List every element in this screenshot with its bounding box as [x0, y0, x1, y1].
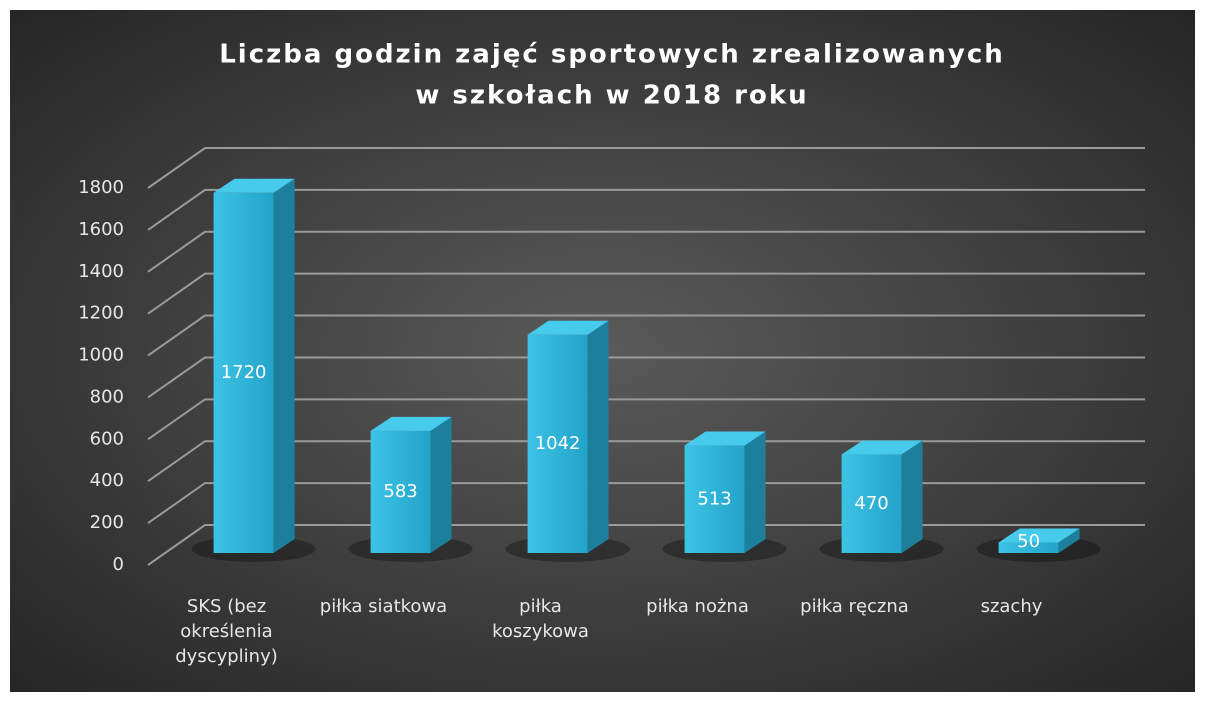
value-label: 1042: [535, 433, 581, 454]
value-label: 513: [697, 488, 731, 509]
y-tick-label: 800: [90, 386, 124, 407]
grid-line: [147, 230, 1145, 273]
bar-top: [998, 528, 1080, 543]
bar-side: [430, 416, 452, 553]
grid-line: [147, 188, 1145, 231]
grid-line: [147, 356, 1145, 399]
x-tick-label: SKS (bez określenia dyscypliny): [175, 596, 278, 667]
bar-side: [587, 320, 609, 553]
x-tick-label: piłka siatkowa: [319, 596, 448, 617]
grid-line: [147, 272, 1145, 315]
x-tick-label: piłka koszykowa: [492, 596, 589, 642]
bar-top: [370, 416, 452, 431]
grid-line: [147, 147, 1145, 189]
grid-line: [147, 482, 1145, 524]
y-tick-label: 400: [90, 470, 124, 491]
bar-side: [1058, 528, 1080, 553]
bar-top: [684, 431, 766, 446]
grid-line: [147, 314, 1145, 357]
bar-top: [841, 440, 923, 455]
value-label: 470: [854, 493, 888, 514]
grid-line: [147, 440, 1145, 483]
y-tick-label: 0: [113, 554, 124, 575]
grid-line: [147, 398, 1145, 441]
x-tick-label: piłka nożna: [646, 596, 749, 617]
grid-line: [147, 524, 1145, 566]
bar: [527, 334, 588, 553]
value-label: 1720: [221, 362, 267, 383]
x-tick-label: piłka ręczna: [800, 596, 909, 617]
y-tick-label: 600: [90, 428, 124, 449]
bar-side: [273, 178, 295, 553]
y-tick-label: 1000: [78, 345, 124, 366]
bar: [213, 192, 274, 553]
bar: [684, 445, 745, 553]
y-tick-label: 200: [90, 512, 124, 533]
y-tick-label: 1200: [78, 303, 124, 324]
bar: [370, 430, 431, 553]
y-tick-label: 1400: [78, 261, 124, 282]
chart-title: Liczba godzin zajęć sportowych zrealizow…: [219, 40, 1005, 70]
y-tick-label: 1800: [78, 177, 124, 198]
bar-top: [527, 320, 609, 335]
bar-side: [744, 431, 766, 553]
x-tick-label: szachy: [980, 596, 1043, 617]
value-label: 50: [1017, 531, 1040, 552]
bar-top: [213, 178, 295, 193]
bar: [841, 454, 902, 553]
bar-side: [901, 440, 923, 553]
chart-title: w szkołach w 2018 roku: [415, 81, 808, 111]
value-label: 583: [383, 481, 417, 502]
bar: [998, 542, 1059, 553]
y-tick-label: 1600: [78, 219, 124, 240]
